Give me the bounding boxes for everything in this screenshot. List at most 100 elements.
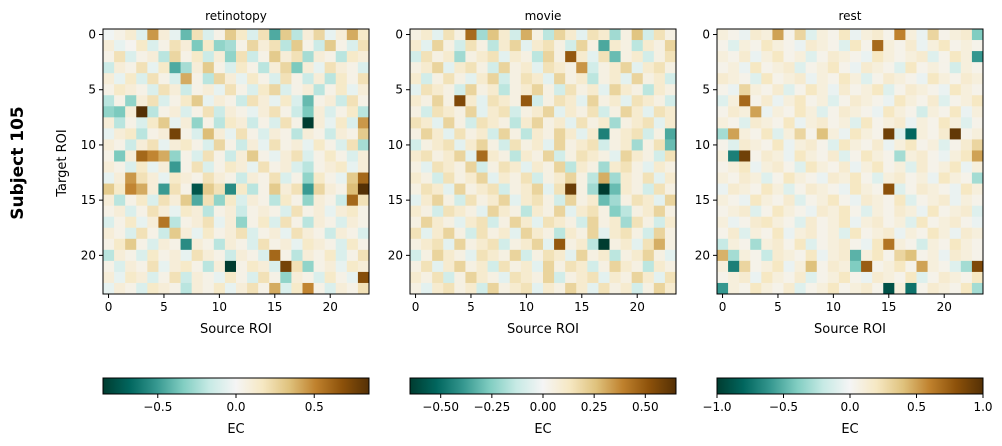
heatmap-cell bbox=[750, 172, 762, 184]
heatmap-cell bbox=[554, 117, 566, 129]
heatmap-cell bbox=[224, 84, 237, 96]
heatmap-cell bbox=[642, 150, 655, 162]
colorbar-tick-label: −0.25 bbox=[473, 400, 510, 414]
heatmap-cell bbox=[487, 183, 500, 196]
heatmap-cell bbox=[291, 84, 303, 96]
heatmap-cell bbox=[103, 194, 115, 207]
heatmap-cell bbox=[827, 227, 840, 240]
heatmap-cell bbox=[554, 205, 566, 218]
heatmap-cell bbox=[236, 238, 248, 251]
heatmap-cell bbox=[335, 62, 348, 74]
heatmap-cell bbox=[938, 282, 951, 295]
heatmap-cell bbox=[565, 260, 577, 273]
heatmap-cell bbox=[531, 238, 544, 251]
heatmap-cell bbox=[816, 139, 829, 151]
heatmap-cell bbox=[772, 51, 784, 63]
y-tick-label: 15 bbox=[695, 193, 710, 207]
heatmap-cell bbox=[576, 271, 588, 284]
heatmap-cell bbox=[960, 172, 973, 184]
heatmap-cell bbox=[191, 51, 204, 63]
heatmap-cell bbox=[827, 205, 840, 218]
heatmap-cell bbox=[498, 282, 511, 295]
heatmap-cell bbox=[938, 29, 951, 41]
heatmap-cell bbox=[664, 194, 677, 207]
heatmap-cell bbox=[894, 238, 906, 251]
heatmap-cell bbox=[642, 216, 655, 229]
heatmap-cell bbox=[794, 84, 807, 96]
heatmap-cell bbox=[565, 128, 577, 140]
heatmap-cell bbox=[280, 117, 292, 129]
heatmap-cell bbox=[728, 161, 740, 173]
heatmap-cell bbox=[236, 282, 248, 295]
heatmap-cell bbox=[432, 216, 444, 229]
heatmap-cell bbox=[147, 106, 159, 118]
heatmap-cell bbox=[905, 161, 917, 173]
heatmap-cell bbox=[971, 139, 984, 151]
heatmap-cell bbox=[816, 271, 829, 284]
heatmap-cell bbox=[576, 282, 588, 295]
heatmap-cell bbox=[291, 172, 303, 184]
heatmap-cell bbox=[269, 172, 281, 184]
heatmap-cell bbox=[103, 139, 115, 151]
heatmap-cell bbox=[147, 183, 159, 196]
heatmap-cell bbox=[313, 249, 326, 262]
heatmap-cell bbox=[302, 227, 314, 240]
heatmap-cell bbox=[498, 161, 511, 173]
heatmap-cell bbox=[509, 205, 522, 218]
heatmap-cell bbox=[103, 172, 115, 184]
heatmap-cell bbox=[664, 271, 677, 284]
heatmap-cell bbox=[443, 62, 455, 74]
heatmap-cell bbox=[302, 73, 314, 85]
heatmap-cell bbox=[103, 51, 115, 63]
heatmap-cell bbox=[335, 172, 348, 184]
heatmap-cell bbox=[125, 29, 137, 41]
heatmap-cell bbox=[114, 106, 126, 118]
heatmap-cell bbox=[202, 194, 215, 207]
heatmap-cell bbox=[125, 271, 137, 284]
heatmap-cell bbox=[850, 227, 862, 240]
x-axis-label: Source ROI bbox=[200, 322, 272, 337]
heatmap-cell bbox=[454, 150, 466, 162]
heatmap-cell bbox=[827, 249, 840, 262]
heatmap-cell bbox=[850, 271, 862, 284]
heatmap-cell bbox=[302, 84, 314, 96]
heatmap-cell bbox=[576, 194, 588, 207]
heatmap-cell bbox=[103, 161, 115, 173]
heatmap-cell bbox=[213, 249, 226, 262]
heatmap-cell bbox=[346, 172, 359, 184]
heatmap-cell bbox=[883, 194, 895, 207]
heatmap-cell bbox=[136, 84, 148, 96]
heatmap-cell bbox=[180, 183, 193, 196]
heatmap-cell bbox=[861, 106, 873, 118]
heatmap-cell bbox=[487, 260, 500, 273]
heatmap-cell bbox=[794, 205, 807, 218]
heatmap-cell bbox=[509, 260, 522, 273]
heatmap-cell bbox=[949, 84, 962, 96]
heatmap-cell bbox=[772, 227, 784, 240]
heatmap-cell bbox=[827, 161, 840, 173]
heatmap-cell bbox=[565, 172, 577, 184]
x-tick-label: 0 bbox=[105, 300, 113, 314]
heatmap-cell bbox=[202, 128, 215, 140]
heatmap-cell bbox=[158, 51, 170, 63]
heatmap-cell bbox=[816, 106, 829, 118]
y-tick-label: 15 bbox=[81, 193, 96, 207]
heatmap-cell bbox=[587, 73, 599, 85]
heatmap-cell bbox=[816, 227, 829, 240]
heatmap-cell bbox=[291, 139, 303, 151]
heatmap-cell bbox=[421, 161, 433, 173]
heatmap-cell bbox=[620, 106, 633, 118]
heatmap-cell bbox=[739, 260, 751, 273]
heatmap-cell bbox=[487, 205, 500, 218]
heatmap-cell bbox=[103, 117, 115, 129]
heatmap-cell bbox=[894, 227, 906, 240]
heatmap-cell bbox=[454, 117, 466, 129]
heatmap-cell bbox=[465, 172, 477, 184]
heatmap-cell bbox=[180, 139, 193, 151]
heatmap-cell bbox=[894, 249, 906, 262]
heatmap-cell bbox=[949, 40, 962, 52]
heatmap-cell bbox=[794, 150, 807, 162]
heatmap-cell bbox=[653, 150, 666, 162]
heatmap-cell bbox=[487, 238, 500, 251]
heatmap-cell bbox=[653, 95, 666, 107]
